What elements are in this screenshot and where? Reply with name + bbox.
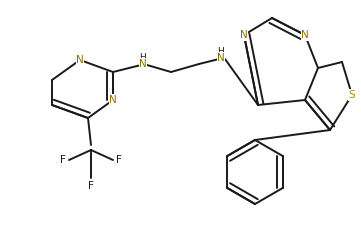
Text: H: H xyxy=(140,54,146,63)
Text: N: N xyxy=(240,30,248,40)
Text: N: N xyxy=(217,53,225,63)
Text: N: N xyxy=(109,95,117,105)
Text: F: F xyxy=(60,155,66,165)
Text: H: H xyxy=(218,48,225,57)
Text: N: N xyxy=(301,30,309,40)
Text: S: S xyxy=(349,90,355,100)
Text: F: F xyxy=(88,181,94,191)
Text: F: F xyxy=(116,155,122,165)
Text: N: N xyxy=(76,55,84,65)
Text: N: N xyxy=(139,59,147,69)
